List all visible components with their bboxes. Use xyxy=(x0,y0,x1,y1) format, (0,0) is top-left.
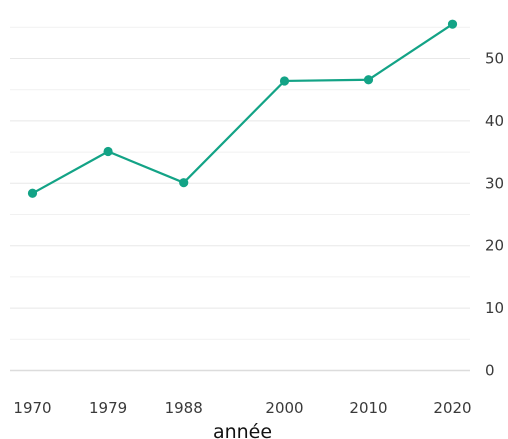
series-line xyxy=(31,23,454,195)
x-tick-label: 1970 xyxy=(13,399,51,417)
data-point xyxy=(179,178,189,188)
x-tick-label: 2010 xyxy=(349,399,387,417)
data-point xyxy=(27,188,38,198)
data-point xyxy=(363,75,374,85)
x-tick-label: 2020 xyxy=(433,399,471,417)
x-axis-title: année xyxy=(213,421,272,439)
x-tick-label: 1988 xyxy=(165,399,203,417)
x-tick-label: 2000 xyxy=(265,399,303,417)
data-point xyxy=(279,76,290,86)
y-tick-label: 30 xyxy=(485,174,504,192)
y-tick-label: 0 xyxy=(485,362,495,380)
y-tick-label: 20 xyxy=(485,237,504,255)
data-point xyxy=(103,146,113,157)
x-tick-label: 1979 xyxy=(89,399,127,417)
y-tick-label: 50 xyxy=(485,50,504,68)
data-point xyxy=(447,19,458,29)
y-tick-label: 10 xyxy=(485,299,504,317)
y-tick-label: 40 xyxy=(485,112,504,130)
